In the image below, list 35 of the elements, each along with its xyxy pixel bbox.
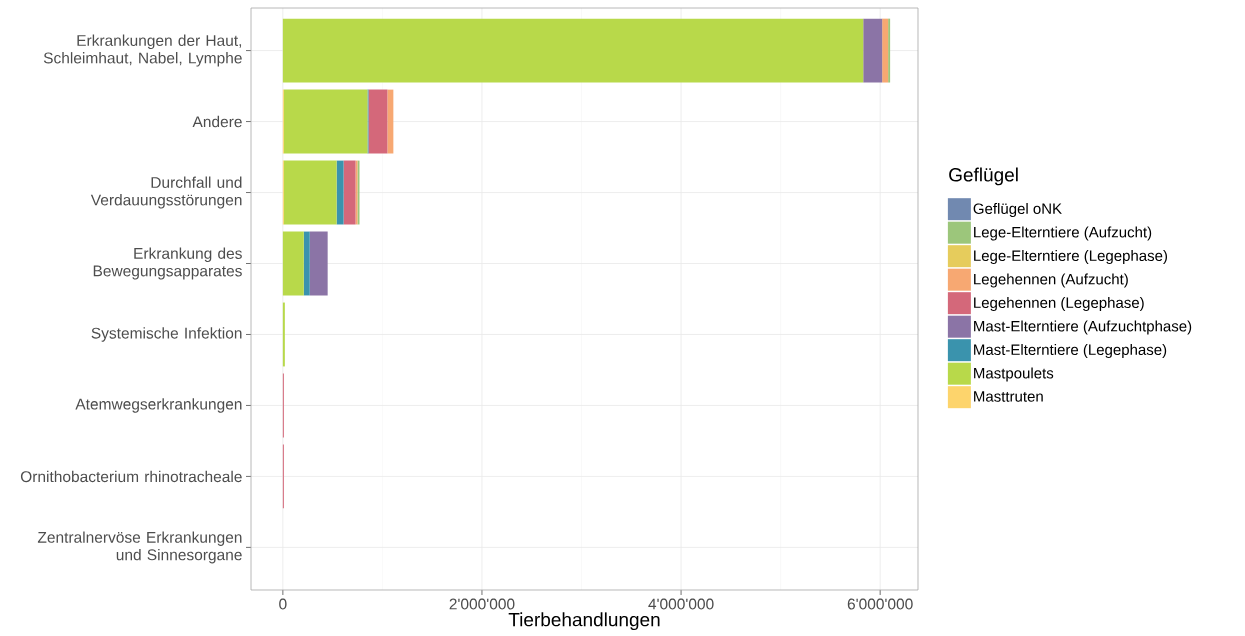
y-tick-label: Zentralnervöse Erkrankungen und Sinnesorgane (37, 531, 242, 564)
legend-label: Mastpoulets (974, 367, 1054, 382)
y-tick-label: Erkrankungen der Haut, Schleimhaut, Nabel, Lymphe (43, 34, 242, 67)
bar (303, 231, 310, 296)
bar (368, 89, 388, 154)
bar (282, 231, 304, 296)
x-tick-label: 6'000'000 (847, 598, 913, 610)
x-axis-title: Tierbehandlungen (508, 612, 660, 631)
bar (387, 89, 394, 154)
legend-label: Mast-Elterntiere (Aufzuchtphase) (974, 320, 1192, 335)
legend-label: Legehennen (Legephase) (974, 297, 1144, 311)
y-tick-label: Atemwegserkrankungen (75, 398, 242, 413)
y-tick-label: Erkrankung des Bewegungsapparates (93, 247, 242, 280)
bar (309, 231, 328, 296)
legend-label: Lege-Elterntiere (Aufzucht) (974, 226, 1152, 241)
bar (282, 18, 864, 83)
legend-label: Mast-Elterntiere (Legephase) (974, 344, 1167, 358)
x-tick-label: 2'000'000 (449, 598, 515, 610)
bar (343, 160, 356, 225)
y-tick-label: Durchfall und Verdauungsstörungen (90, 176, 242, 209)
bar (882, 18, 889, 83)
legend-label: Geflügel oNK (973, 203, 1062, 217)
legend-label: Lege-Elterntiere (Legephase) (974, 250, 1168, 264)
x-tick-label: 4'000'000 (648, 598, 714, 610)
bar (336, 160, 344, 225)
y-tick-label: Andere (192, 115, 242, 128)
y-tick-label: Ornithobacterium rhinotracheale (20, 470, 242, 483)
y-tick-label: Systemische Infektion (91, 327, 242, 342)
legend-title: Geflügel (949, 167, 1018, 186)
bar (283, 160, 337, 225)
x-tick-label: 0 (279, 598, 287, 610)
bar (283, 89, 368, 154)
bar (863, 18, 883, 83)
legend-label: Legehennen (Aufzucht) (974, 273, 1128, 288)
legend-label: Masttruten (974, 391, 1043, 402)
